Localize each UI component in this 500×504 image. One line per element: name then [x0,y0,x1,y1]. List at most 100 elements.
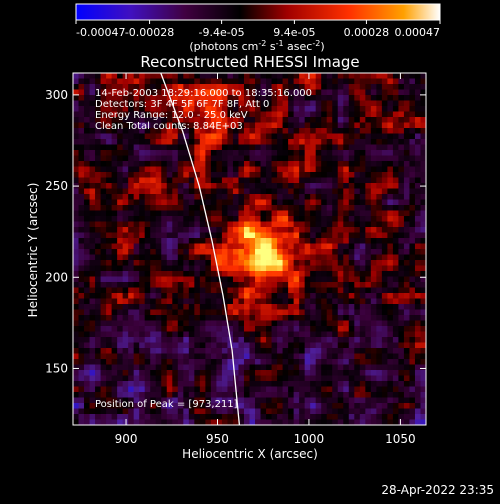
heatmap-cell [315,161,322,168]
heatmap-cell [205,133,212,140]
heatmap-cell [271,370,278,377]
heatmap-cell [89,353,96,360]
heatmap-cell [95,304,102,311]
heatmap-cell [409,111,416,118]
heatmap-cell [282,370,289,377]
heatmap-cell [310,342,317,349]
heatmap-cell [337,282,344,289]
x-tick-label: 1050 [385,432,416,446]
heatmap-cell [144,177,151,184]
heatmap-cell [172,309,179,316]
heatmap-cell [139,232,146,239]
heatmap-cell [381,364,388,371]
heatmap-cell [188,199,195,206]
heatmap-cell [304,370,311,377]
heatmap-cell [403,199,411,206]
heatmap-cell [266,117,273,124]
heatmap-cell [354,315,361,322]
heatmap-cell [255,122,262,129]
heatmap-cell [282,326,289,333]
heatmap-cell [161,309,168,316]
colorbar-tick-label: 9.4e-05 [273,26,315,39]
heatmap-cell [133,100,140,107]
heatmap-cell [122,298,129,305]
heatmap-cell [326,73,333,80]
heatmap-cell [232,359,240,366]
heatmap-cell [414,419,422,425]
heatmap-cell [337,89,344,96]
x-tick-label: 900 [115,432,138,446]
heatmap-cell [73,370,80,377]
heatmap-cell [337,232,344,239]
heatmap-cell [84,271,91,278]
heatmap-cell [315,177,322,184]
heatmap-cell [227,183,234,190]
heatmap-cell [210,221,218,228]
heatmap-cell [266,78,273,85]
heatmap-cell [293,375,300,382]
heatmap-cell [315,408,322,415]
heatmap-cell [133,84,140,91]
heatmap-cell [403,117,411,124]
heatmap-cell [420,359,426,366]
heatmap-cell [144,221,151,228]
heatmap-cell [310,304,317,311]
heatmap-cell [392,155,400,162]
heatmap-cell [337,194,344,201]
heatmap-cell [111,342,118,349]
heatmap-cell [238,260,245,267]
heatmap-cell [183,304,190,311]
heatmap-cell [128,238,135,245]
heatmap-cell [177,304,184,311]
heatmap-cell [304,100,311,107]
heatmap-cell [150,342,157,349]
heatmap-cell [337,271,344,278]
heatmap-cell [221,221,229,228]
heatmap-cell [299,150,306,157]
heatmap-cell [133,381,140,388]
heatmap-cell [89,287,96,294]
heatmap-cell [370,392,377,399]
heatmap-cell [387,293,394,300]
heatmap-cell [266,293,273,300]
heatmap-cell [359,205,366,212]
heatmap-cell [216,73,223,80]
heatmap-cell [255,78,262,85]
heatmap-cell [260,353,267,360]
heatmap-cell [332,260,339,267]
heatmap-cell [293,298,300,305]
heatmap-cell [282,353,289,360]
heatmap-cell [205,320,212,327]
heatmap-cell [420,375,426,382]
heatmap-cell [117,95,124,102]
heatmap-cell [128,221,135,228]
heatmap-cell [205,331,212,338]
heatmap-cell [133,199,140,206]
heatmap-cell [111,210,118,217]
heatmap-cell [326,342,333,349]
heatmap-cell [315,172,322,179]
heatmap-cell [183,128,190,135]
heatmap-cell [227,172,234,179]
heatmap-cell [392,254,400,261]
heatmap-cell [376,205,383,212]
heatmap-cell [370,100,377,107]
heatmap-cell [177,331,184,338]
heatmap-cell [288,183,295,190]
heatmap-cell [139,227,146,234]
heatmap-cell [277,238,284,245]
heatmap-cell [255,304,262,311]
heatmap-cell [243,150,251,157]
heatmap-cell [359,320,366,327]
heatmap-cell [282,139,289,146]
heatmap-cell [117,309,124,316]
heatmap-cell [188,370,195,377]
heatmap-cell [100,95,107,102]
heatmap-cell [238,161,245,168]
heatmap-cell [365,117,372,124]
heatmap-cell [337,337,344,344]
heatmap-cell [326,111,333,118]
heatmap-cell [354,221,361,228]
heatmap-cell [183,106,190,113]
heatmap-cell [348,106,355,113]
